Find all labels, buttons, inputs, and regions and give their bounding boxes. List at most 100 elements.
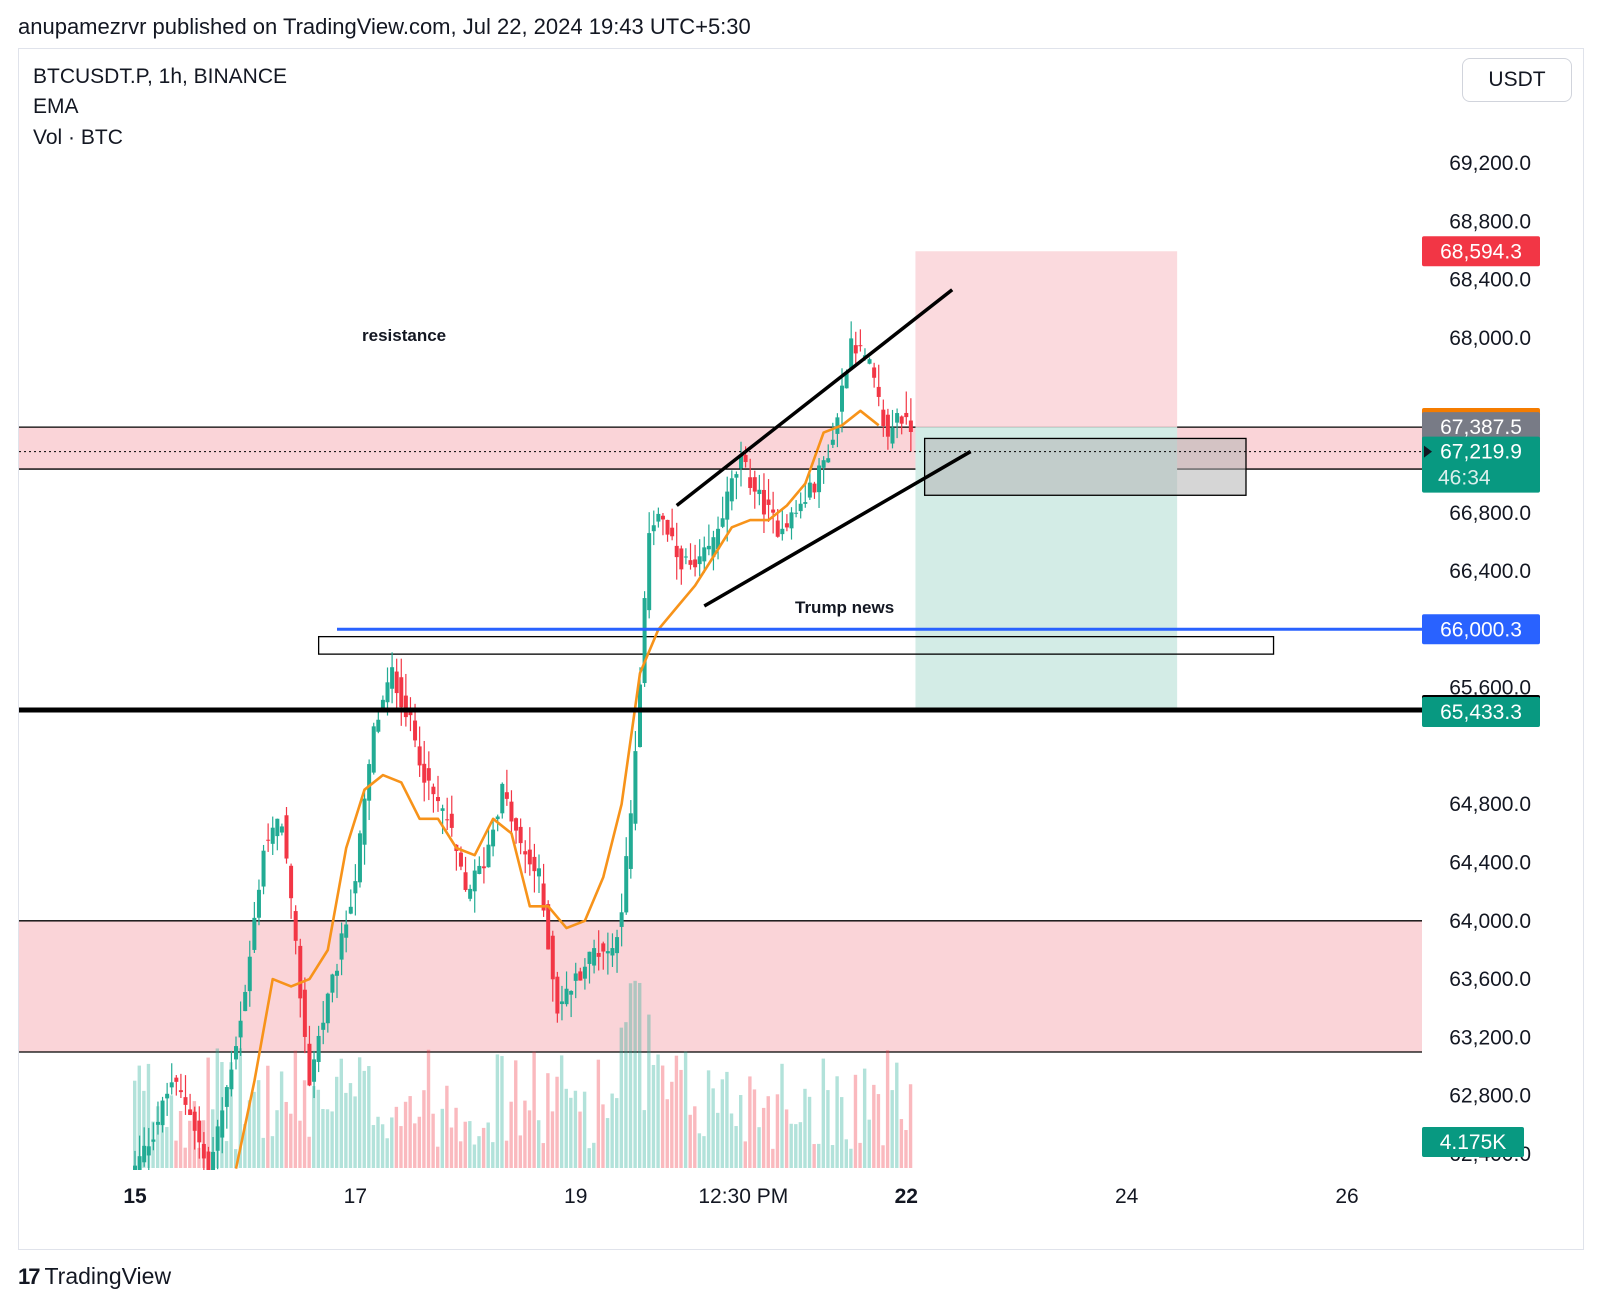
volume-bar [289, 1113, 293, 1168]
candle-body [362, 798, 367, 845]
entry-box [923, 437, 1247, 496]
y-tick-label: 63,200.0 [1449, 1026, 1531, 1049]
volume-bar [339, 1058, 343, 1168]
candle-body [298, 945, 303, 999]
candle-body [445, 819, 450, 821]
candle-body [220, 1110, 225, 1138]
tradingview-logo-icon: 17 [18, 1263, 41, 1289]
volume-bar [279, 1071, 284, 1168]
volume-bar [206, 1057, 210, 1168]
candle-body [330, 974, 335, 993]
x-tick-label: 24 [1115, 1185, 1139, 1208]
volume-bar [169, 1095, 174, 1168]
candle-body [491, 829, 496, 847]
volume-bar [458, 1141, 463, 1168]
volume-bar [835, 1076, 839, 1168]
candle-body [215, 1126, 220, 1151]
volume-bar [803, 1088, 807, 1168]
volume-bar [890, 1090, 894, 1168]
candle-body [895, 413, 900, 423]
candle-body [316, 1035, 321, 1062]
candle-body [229, 1069, 234, 1090]
volume-bar [307, 1136, 311, 1168]
candle-body [376, 719, 381, 732]
footer-brand[interactable]: 17 TradingView [18, 1263, 171, 1290]
candle-body [693, 559, 698, 568]
volume-bar [872, 1084, 876, 1168]
candle-body [619, 912, 624, 927]
volume-bar [862, 1068, 867, 1168]
candle-body [431, 786, 436, 795]
currency-button[interactable]: USDT [1462, 58, 1572, 102]
candle-body [413, 720, 418, 741]
price-badge-text: 66,000.3 [1440, 618, 1522, 641]
volume-bar [436, 1146, 440, 1168]
y-tick-label: 68,400.0 [1449, 269, 1531, 292]
candle-body [367, 764, 372, 801]
volume-bar [481, 1127, 486, 1168]
y-tick-label: 66,800.0 [1449, 502, 1531, 525]
y-tick-label: 63,600.0 [1449, 968, 1531, 991]
candle-body [605, 951, 610, 954]
price-badge-text: 68,594.3 [1440, 240, 1522, 263]
volume-bar [683, 1051, 688, 1168]
volume-bar [302, 1080, 307, 1168]
volume-bar [390, 1117, 394, 1168]
volume-bar [876, 1094, 881, 1168]
volume-bar [440, 1108, 444, 1168]
candle-body [527, 849, 532, 865]
volume-bar [380, 1124, 385, 1168]
upper-trendline [675, 288, 954, 507]
candle-body [307, 1043, 312, 1086]
candle-body [761, 489, 766, 515]
candle-body [789, 512, 794, 529]
candle-body [155, 1121, 160, 1125]
candle-body [638, 684, 642, 748]
legend-ema[interactable]: EMA [33, 95, 79, 118]
volume-bar [706, 1070, 711, 1168]
volume-bar [335, 1076, 339, 1168]
candle-body [771, 509, 776, 513]
candle-body [729, 478, 734, 502]
volume-bar [826, 1090, 830, 1168]
candle-body [720, 518, 725, 527]
legend-volume[interactable]: Vol · BTC [33, 126, 123, 149]
volume-bar [178, 1111, 183, 1168]
candle-body [523, 851, 528, 855]
volume-bar [559, 1055, 564, 1168]
legend-symbol[interactable]: BTCUSDT.P, 1h, BINANCE [33, 65, 288, 88]
volume-bar [761, 1107, 766, 1168]
volume-bar [596, 1059, 601, 1168]
volume-bar [821, 1058, 826, 1168]
volume-bar [812, 1144, 816, 1168]
candle-body [885, 414, 890, 437]
volume-bar [537, 1120, 541, 1168]
volume-bar [316, 1089, 321, 1168]
volume-bar [344, 1092, 348, 1168]
volume-bar [817, 1143, 821, 1168]
volume-bar [840, 1097, 844, 1168]
volume-bar [261, 1137, 265, 1168]
volume-bar [270, 1136, 275, 1168]
candle-body [532, 856, 537, 872]
candle-body [550, 935, 555, 980]
candle-body [399, 677, 404, 708]
volume-bar [229, 1062, 233, 1168]
candle-body [697, 556, 702, 565]
candle-body [748, 477, 753, 488]
candle-body [582, 966, 587, 979]
volume-bar [743, 1141, 747, 1168]
candle-body [289, 865, 294, 899]
candle-body [812, 483, 817, 493]
y-tick-label: 64,800.0 [1449, 793, 1531, 816]
volume-bar [353, 1096, 357, 1168]
candle-body [385, 682, 390, 703]
volume-bar [564, 1088, 568, 1168]
volume-badge [1422, 1127, 1524, 1157]
candle-body [803, 502, 808, 504]
candle-body [752, 477, 757, 492]
volume-bar [587, 1148, 591, 1168]
brand-name: TradingView [44, 1263, 172, 1289]
candle-body [500, 783, 505, 814]
